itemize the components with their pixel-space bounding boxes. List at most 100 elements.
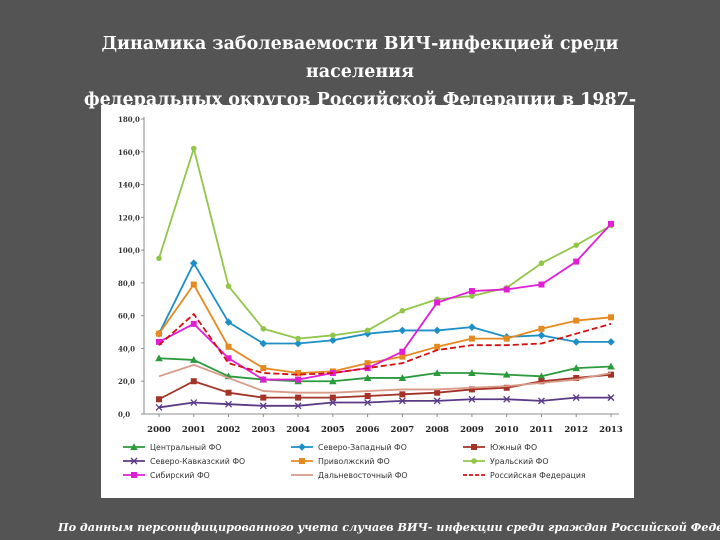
data-point — [573, 317, 580, 324]
data-point — [189, 259, 198, 268]
data-point — [225, 389, 232, 396]
marker-stroke — [607, 394, 615, 402]
data-point — [156, 255, 162, 262]
data-point — [329, 399, 337, 406]
data-point — [330, 332, 336, 339]
data-point — [607, 338, 615, 346]
series-line — [158, 373, 612, 401]
series-line — [158, 262, 611, 345]
data-point — [433, 397, 441, 405]
data-point — [434, 299, 441, 306]
series-line — [158, 363, 612, 394]
legend-item: Уральский ФО — [463, 457, 549, 466]
series-Дальневосточный ФО — [158, 363, 612, 394]
data-point — [294, 339, 302, 348]
legend-label: Центральный ФО — [150, 443, 221, 452]
marker-stroke — [538, 397, 545, 405]
x-tick-label: 2004 — [286, 425, 310, 435]
data-point — [295, 376, 302, 383]
series-Северо-Западный ФО — [155, 259, 615, 348]
footer-note: По данным персонифицированного учета слу… — [58, 520, 720, 534]
data-point — [364, 392, 371, 399]
series-Уральский ФО — [156, 145, 614, 342]
data-point — [433, 369, 441, 377]
data-point — [260, 376, 267, 383]
data-point — [329, 377, 337, 385]
legend-label: Северо-Кавказский ФО — [150, 457, 245, 466]
data-point — [399, 353, 406, 360]
y-tick-label: 160,0 — [118, 148, 140, 157]
data-point — [468, 323, 476, 331]
title-line-1: Динамика заболеваемости ВИЧ-инфекцией ср… — [101, 34, 619, 82]
data-point — [295, 335, 301, 342]
x-tick-label: 2003 — [251, 425, 275, 435]
data-point — [260, 365, 267, 372]
data-point — [607, 394, 615, 402]
data-point — [538, 260, 545, 267]
y-tick-label: 60,0 — [118, 312, 135, 321]
data-point — [607, 362, 615, 370]
marker-stroke — [572, 394, 580, 402]
data-point — [398, 397, 406, 405]
y-tick-label: 20,0 — [118, 377, 135, 386]
series-Сибирский ФО — [156, 220, 614, 383]
data-point — [295, 394, 302, 401]
data-point — [503, 335, 510, 342]
series-Северо-Кавказский ФО — [155, 394, 615, 411]
data-point — [190, 320, 197, 327]
data-point — [537, 372, 546, 380]
marker-stroke — [468, 395, 476, 403]
data-point — [502, 370, 511, 378]
series-Приволжский ФО — [156, 281, 614, 377]
x-tick-label: 2006 — [356, 425, 380, 435]
x-tick-label: 2000 — [147, 425, 171, 435]
marker-stroke — [259, 402, 267, 410]
legend-item: Дальневосточный ФО — [291, 471, 408, 480]
marker-stroke — [130, 457, 138, 465]
data-point — [363, 374, 372, 381]
data-point — [190, 281, 197, 288]
data-point — [189, 356, 198, 363]
marker-stroke — [190, 399, 198, 406]
data-point — [260, 325, 267, 332]
series-Южный ФО — [156, 371, 614, 403]
data-point — [156, 330, 162, 337]
data-point — [225, 355, 232, 362]
data-point — [608, 220, 614, 227]
data-point — [469, 293, 475, 299]
legend-label: Дальневосточный ФО — [318, 471, 408, 480]
y-tick-label: 120,0 — [118, 213, 140, 222]
line-chart: 0,0 20,0 40,0 60,0 80,0 100,0 120,0 140,0 160,0 1… — [118, 115, 623, 480]
marker-stroke — [225, 400, 232, 408]
legend-marker — [130, 457, 138, 465]
data-point — [398, 374, 407, 381]
chart-panel: 0,0 20,0 40,0 60,0 80,0 100,0 120,0 140,0 160,0 1… — [101, 105, 634, 498]
legend-item: Центральный ФО — [123, 443, 221, 452]
y-tick-label: 140,0 — [118, 181, 140, 190]
marker-stroke — [155, 403, 163, 411]
data-point — [224, 318, 233, 327]
legend-label: Северо-Западный ФО — [318, 443, 407, 452]
data-point — [294, 402, 302, 410]
data-point — [503, 395, 511, 403]
legend-label: Российская Федерация — [490, 471, 586, 480]
data-point — [225, 400, 232, 408]
x-tick-label: 2011 — [530, 425, 554, 435]
data-point — [399, 391, 406, 398]
data-point — [364, 399, 372, 406]
x-tick-label: 2012 — [564, 425, 588, 435]
data-point — [260, 394, 267, 401]
data-point — [259, 402, 267, 410]
data-point — [364, 360, 371, 367]
data-point — [363, 329, 372, 338]
data-point — [225, 283, 232, 289]
legend-marker — [131, 472, 137, 478]
x-tick-label: 2010 — [495, 425, 519, 435]
data-point — [329, 336, 337, 345]
legend-label: Сибирский ФО — [150, 471, 210, 480]
legend-label: Приволжский ФО — [318, 457, 390, 466]
data-point — [190, 399, 198, 406]
data-point — [608, 314, 614, 321]
x-tick-label: 2002 — [217, 425, 241, 435]
data-point — [572, 338, 581, 346]
